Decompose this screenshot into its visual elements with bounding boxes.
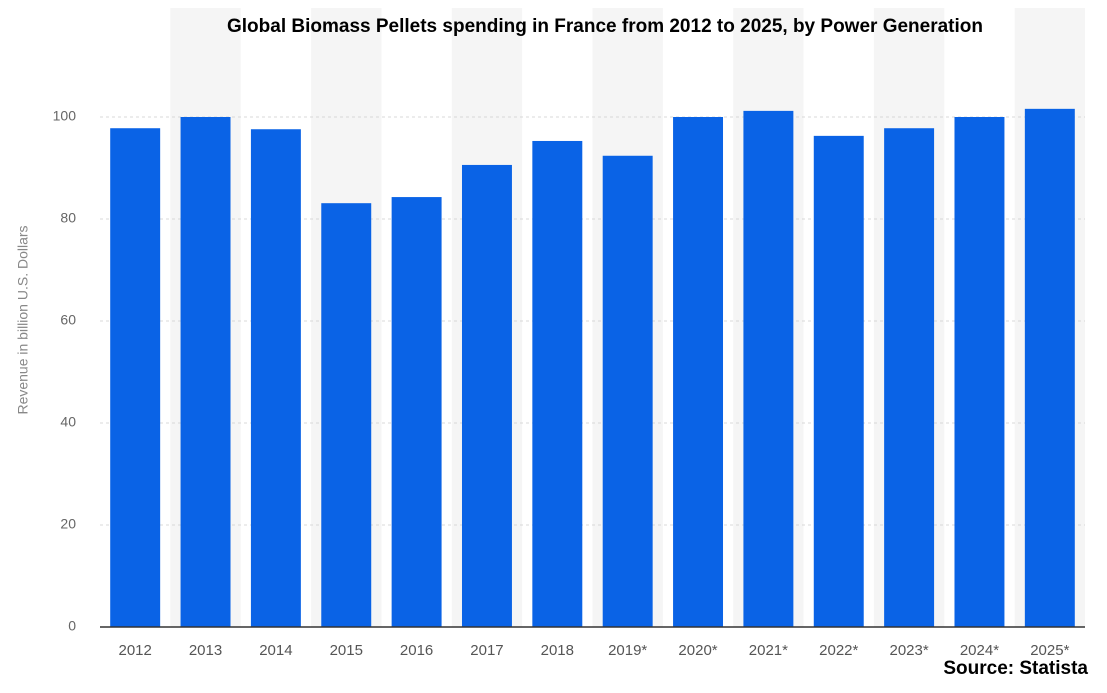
x-tick-label: 2014 xyxy=(259,642,292,659)
x-tick-label: 2025* xyxy=(1030,642,1069,659)
bar xyxy=(391,197,442,627)
bar xyxy=(1024,108,1075,628)
y-tick-label: 60 xyxy=(60,312,76,328)
y-tick-label: 100 xyxy=(53,108,77,124)
x-tick-label: 2021* xyxy=(749,642,788,659)
x-tick-label: 2015 xyxy=(330,642,363,659)
x-tick-label: 2013 xyxy=(189,642,222,659)
x-tick-label: 2022* xyxy=(819,642,858,659)
x-tick-label: 2024* xyxy=(960,642,999,659)
y-tick-label: 20 xyxy=(60,516,76,532)
x-tick-label: 2019* xyxy=(608,642,647,659)
bar xyxy=(321,203,372,627)
chart-title: Global Biomass Pellets spending in Franc… xyxy=(227,16,983,37)
x-tick-label: 2017 xyxy=(470,642,503,659)
source: Source: Statista xyxy=(943,658,1088,679)
bar xyxy=(110,128,161,627)
x-tick-label: 2016 xyxy=(400,642,433,659)
bar xyxy=(954,117,1005,627)
x-tick-label: 2018 xyxy=(541,642,574,659)
bar xyxy=(602,155,653,627)
bar xyxy=(743,110,794,627)
y-tick-label: 80 xyxy=(60,210,76,226)
bar xyxy=(461,164,512,627)
bar xyxy=(532,140,583,627)
y-tick-label: 0 xyxy=(68,618,76,634)
bar xyxy=(250,129,301,628)
y-axis-label: Revenue in billion U.S. Dollars xyxy=(15,225,31,414)
x-tick-label: 2012 xyxy=(118,642,151,659)
x-tick-label: 2023* xyxy=(889,642,928,659)
bar xyxy=(884,128,935,627)
x-tick-label: 2020* xyxy=(678,642,717,659)
y-tick-label: 40 xyxy=(60,414,76,430)
bar xyxy=(813,135,864,627)
bar xyxy=(673,117,724,627)
bar xyxy=(180,117,231,627)
